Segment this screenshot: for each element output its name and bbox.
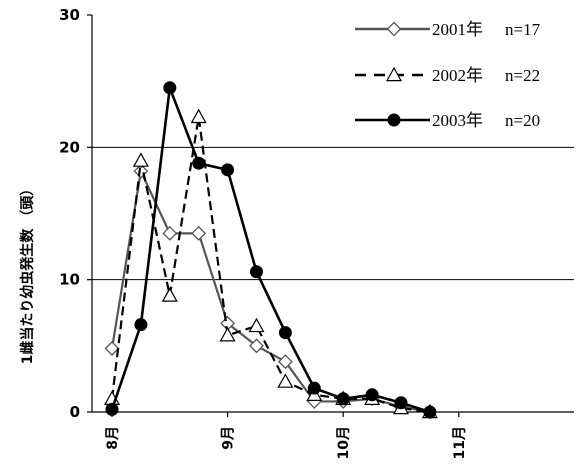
series-2 (105, 81, 437, 419)
data-point-1-5 (248, 317, 265, 333)
y-axis-label: 1雌当たり幼虫発生数 （頭） (19, 182, 36, 365)
data-point-0-2 (162, 225, 178, 241)
data-point-1-1 (132, 152, 149, 167)
legend-marker-0 (386, 21, 402, 37)
y-tick-label-20: 20 (59, 138, 80, 156)
data-point-2-7 (307, 381, 321, 395)
data-point-2-2 (163, 81, 177, 95)
data-point-2-0 (105, 402, 119, 416)
legend-item-0: 2001年 n=17 (355, 20, 541, 39)
data-point-1-2 (161, 287, 178, 302)
data-point-0-5 (249, 338, 264, 354)
data-point-2-9 (365, 388, 379, 402)
y-tick-label-30: 30 (59, 6, 80, 24)
series-layer (103, 81, 438, 420)
y-ticks: 0 10 20 30 (59, 6, 92, 421)
legend-item-2: 2003年 n=20 (355, 111, 540, 130)
legend-marker-1 (385, 66, 403, 82)
series-1 (103, 108, 438, 419)
legend-label-0: 2001年 (432, 20, 483, 39)
legend: 2001年 n=17 2002年 n=22 2003年 n=20 (355, 20, 541, 130)
x-tick-label-1: 9月 (221, 426, 237, 450)
data-point-2-5 (250, 265, 263, 279)
data-point-2-1 (134, 318, 148, 332)
data-point-1-3 (190, 108, 207, 124)
series-line-2 (110, 87, 431, 414)
x-tick-label-2: 10月 (336, 426, 352, 459)
series-line-0 (110, 167, 431, 414)
y-tick-label-10: 10 (59, 271, 80, 289)
legend-label-1: 2002年 (432, 66, 483, 85)
data-point-2-8 (336, 392, 350, 406)
gridlines (92, 146, 574, 281)
data-point-0-6 (277, 354, 293, 370)
data-point-2-11 (423, 405, 437, 419)
x-tick-label-0: 8月 (105, 426, 121, 450)
legend-n-2: n=20 (505, 111, 540, 130)
legend-marker-2 (387, 113, 401, 127)
legend-item-1: 2002年 n=22 (355, 66, 540, 85)
data-point-2-6 (278, 326, 292, 340)
data-point-0-0 (104, 341, 120, 356)
data-point-1-6 (277, 373, 294, 388)
data-point-2-10 (394, 396, 408, 410)
data-point-1-4 (219, 327, 236, 342)
axes (91, 15, 574, 413)
data-point-2-4 (221, 163, 235, 177)
data-point-0-3 (191, 225, 207, 241)
x-ticks: 8月 9月 10月 11月 (105, 412, 468, 459)
data-point-2-3 (192, 156, 206, 170)
legend-n-0: n=17 (505, 20, 541, 39)
legend-n-1: n=22 (505, 66, 540, 85)
y-tick-label-0: 0 (70, 403, 80, 421)
legend-label-2: 2003年 (432, 111, 483, 130)
x-tick-label-3: 11月 (452, 426, 468, 459)
